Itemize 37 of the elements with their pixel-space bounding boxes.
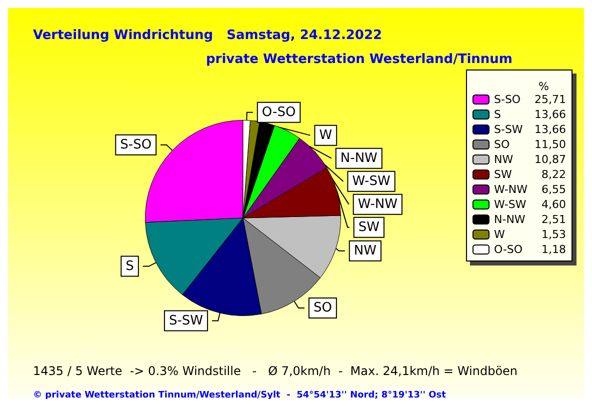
data-label: 4,60 <box>542 198 566 211</box>
slice-label: S-SO <box>120 137 152 152</box>
slice-label: SW <box>358 220 380 235</box>
slice-label: SO <box>313 300 332 316</box>
legend-label: SO <box>494 138 510 151</box>
slice-label: O-SO <box>262 104 296 120</box>
legend-label: W-NW <box>494 183 528 196</box>
data-label: 8,22 <box>542 168 566 181</box>
legend-label: O-SO <box>494 243 523 256</box>
chart-title: Verteilung Windrichtung Samstag, 24.12.2022 <box>33 28 382 43</box>
legend-label: N-NW <box>494 213 526 226</box>
legend-label: S-SO <box>494 93 521 106</box>
legend-label: S <box>494 108 501 121</box>
legend-title: % <box>538 80 549 93</box>
slice-label: NW <box>354 243 377 258</box>
data-label: 10,87 <box>534 153 566 166</box>
chart-subtitle: private Wetterstation Westerland/Tinnum <box>206 52 512 67</box>
slice-label: N-NW <box>340 150 378 166</box>
data-label: 13,66 <box>534 108 566 121</box>
data-label: 2,51 <box>542 213 566 226</box>
legend-label: W <box>494 228 505 241</box>
data-label: 1,53 <box>542 228 566 241</box>
slice-label: W-SW <box>352 174 390 189</box>
data-label: 11,50 <box>534 138 566 151</box>
slice-label: W-NW <box>358 196 398 212</box>
data-label: 1,18 <box>542 243 566 256</box>
data-label: 25,71 <box>534 93 566 106</box>
slice-label: S-SW <box>168 313 204 328</box>
slice-label: S <box>126 258 134 274</box>
legend-label: S-SW <box>494 123 523 136</box>
data-label: 13,66 <box>534 123 566 136</box>
legend-label: SW <box>494 168 512 181</box>
slice-label: W <box>319 128 332 143</box>
legend-label: W-SW <box>494 198 526 211</box>
text: 1435 / 5 Werte -> 0.3% Windstille - Ø 7,0km/h - Max. 24,1km/h = Windböen <box>33 364 518 378</box>
legend-label: NW <box>494 153 514 166</box>
data-label: 6,55 <box>542 183 566 196</box>
